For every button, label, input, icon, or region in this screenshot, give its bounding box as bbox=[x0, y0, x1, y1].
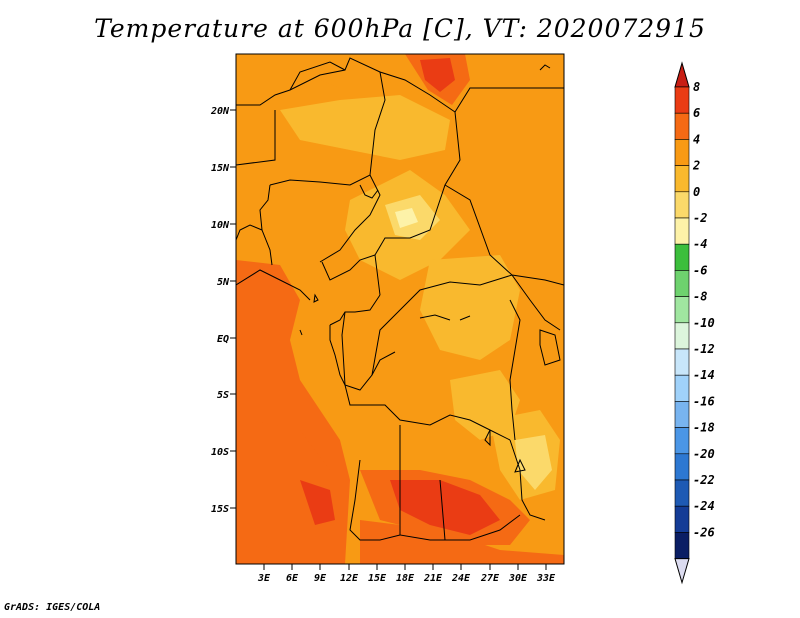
lon-label: 9E bbox=[314, 573, 327, 584]
colorbar-swatch bbox=[674, 217, 690, 245]
colorbar-label: -16 bbox=[693, 394, 715, 408]
lat-label: 5S bbox=[217, 390, 229, 401]
colorbar-swatch bbox=[674, 243, 690, 271]
colorbar-swatch bbox=[674, 401, 690, 428]
lon-label: 18E bbox=[396, 573, 415, 584]
lon-label: 12E bbox=[340, 573, 359, 584]
lon-label: 21E bbox=[423, 573, 443, 584]
colorbar-label: 8 bbox=[693, 80, 700, 94]
colorbar-label: -26 bbox=[693, 525, 715, 539]
colorbar-label: -22 bbox=[693, 473, 715, 487]
country-borders bbox=[236, 57, 564, 541]
colorbar-swatch bbox=[674, 374, 690, 402]
colorbar-label: 2 bbox=[692, 159, 700, 173]
colorbar-swatch bbox=[674, 270, 690, 297]
colorbar-label: 0 bbox=[693, 185, 700, 199]
lon-label: 33E bbox=[536, 573, 556, 584]
colorbar-swatch bbox=[674, 532, 690, 559]
colorbar-label: -8 bbox=[693, 290, 707, 304]
latitude-axis bbox=[230, 109, 236, 509]
lat-label: 15N bbox=[211, 163, 230, 174]
lat-label: EQ bbox=[217, 334, 229, 345]
colorbar-swatch bbox=[674, 139, 690, 166]
colorbar-label: -20 bbox=[693, 447, 715, 461]
grads-credit: GrADS: IGES/COLA bbox=[4, 602, 101, 613]
colorbar-bottom-arrow bbox=[674, 558, 690, 585]
colorbar-label: -24 bbox=[693, 499, 715, 513]
colorbar-swatch bbox=[674, 427, 690, 455]
colorbar-label: -18 bbox=[693, 421, 715, 435]
colorbar-swatch bbox=[674, 505, 690, 533]
colorbar-swatch bbox=[674, 322, 690, 350]
lat-label: 5N bbox=[217, 277, 230, 288]
lat-label: 20N bbox=[210, 106, 230, 117]
lat-label: 10N bbox=[211, 220, 230, 231]
colorbar: 8 6 4 2 0 -2 -4 -6 -8 -10 -12 -14 -16 -18 -20 -22 -24 -26 bbox=[674, 61, 715, 585]
colorbar-swatch bbox=[674, 479, 690, 507]
map-frame bbox=[235, 53, 565, 565]
lon-label: 30E bbox=[508, 573, 528, 584]
lon-label: 15E bbox=[368, 573, 387, 584]
colorbar-label: -14 bbox=[693, 368, 715, 382]
colorbar-label: 6 bbox=[693, 106, 700, 120]
colorbar-swatch bbox=[674, 453, 690, 481]
colorbar-swatch bbox=[674, 191, 690, 219]
lon-label: 27E bbox=[480, 573, 500, 584]
colorbar-swatch bbox=[674, 296, 690, 324]
colorbar-label: -12 bbox=[693, 342, 715, 356]
lat-label: 10S bbox=[211, 447, 229, 458]
colorbar-swatch bbox=[674, 112, 690, 140]
colorbar-top-arrow bbox=[674, 61, 690, 88]
longitude-axis bbox=[263, 564, 547, 570]
colorbar-label: -6 bbox=[693, 263, 707, 277]
colorbar-label: -2 bbox=[693, 211, 707, 225]
colorbar-label: -4 bbox=[693, 237, 707, 251]
lon-label: 3E bbox=[257, 573, 271, 584]
map-title: Temperature at 600hPa [C], VT: 202007291… bbox=[94, 14, 706, 43]
colorbar-swatch bbox=[674, 348, 690, 376]
lon-label: 6E bbox=[286, 573, 299, 584]
colorbar-swatch bbox=[674, 165, 690, 193]
colorbar-label: 4 bbox=[693, 132, 700, 146]
lon-label: 24E bbox=[451, 573, 471, 584]
colorbar-swatch bbox=[674, 86, 690, 114]
lat-label: 15S bbox=[211, 504, 229, 515]
colorbar-label: -10 bbox=[693, 316, 715, 330]
